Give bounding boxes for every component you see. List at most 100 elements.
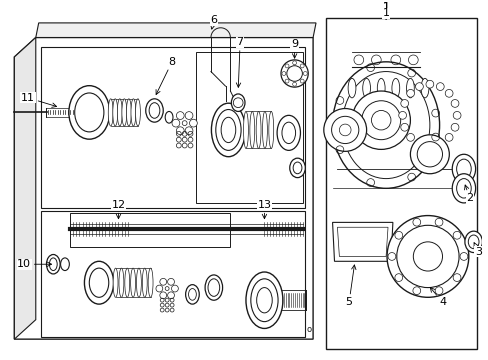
Ellipse shape xyxy=(464,231,482,253)
Circle shape xyxy=(176,127,184,135)
Ellipse shape xyxy=(49,258,57,271)
Ellipse shape xyxy=(406,78,413,98)
Circle shape xyxy=(398,112,406,119)
Ellipse shape xyxy=(89,268,108,297)
Circle shape xyxy=(233,98,243,108)
Polygon shape xyxy=(36,23,315,37)
Circle shape xyxy=(185,112,193,120)
Circle shape xyxy=(452,112,460,119)
Ellipse shape xyxy=(84,261,113,304)
Circle shape xyxy=(331,116,358,144)
Ellipse shape xyxy=(277,115,300,150)
Ellipse shape xyxy=(46,255,60,274)
Ellipse shape xyxy=(451,174,475,203)
Text: 13: 13 xyxy=(257,200,271,219)
Circle shape xyxy=(396,225,458,288)
Circle shape xyxy=(450,99,458,107)
Circle shape xyxy=(406,89,414,97)
Ellipse shape xyxy=(165,112,173,123)
Circle shape xyxy=(339,124,350,136)
Ellipse shape xyxy=(243,112,248,148)
Ellipse shape xyxy=(289,158,305,177)
Circle shape xyxy=(425,143,433,150)
Ellipse shape xyxy=(231,94,244,112)
Ellipse shape xyxy=(145,99,163,122)
Ellipse shape xyxy=(136,268,141,297)
Text: 1: 1 xyxy=(382,2,389,12)
Circle shape xyxy=(371,111,390,130)
Circle shape xyxy=(361,101,400,140)
Ellipse shape xyxy=(262,112,267,148)
Ellipse shape xyxy=(256,288,272,313)
Circle shape xyxy=(160,278,166,285)
Ellipse shape xyxy=(245,272,283,328)
Ellipse shape xyxy=(332,62,439,188)
Ellipse shape xyxy=(124,268,129,297)
Circle shape xyxy=(416,141,442,167)
Circle shape xyxy=(281,60,307,87)
Circle shape xyxy=(386,216,468,297)
Circle shape xyxy=(445,134,452,141)
Text: 10: 10 xyxy=(17,259,51,269)
Ellipse shape xyxy=(456,179,470,198)
Text: 7: 7 xyxy=(236,37,243,87)
Text: 3: 3 xyxy=(473,243,481,257)
Circle shape xyxy=(412,242,442,271)
Ellipse shape xyxy=(282,122,295,144)
Ellipse shape xyxy=(135,99,140,126)
Circle shape xyxy=(167,278,174,285)
Ellipse shape xyxy=(204,275,222,300)
Ellipse shape xyxy=(117,99,122,126)
Circle shape xyxy=(435,83,443,90)
Circle shape xyxy=(167,292,174,299)
Circle shape xyxy=(156,285,163,292)
Circle shape xyxy=(445,89,452,97)
Ellipse shape xyxy=(342,72,429,179)
Bar xyxy=(41,211,305,337)
Ellipse shape xyxy=(456,159,470,179)
Ellipse shape xyxy=(108,99,113,126)
Bar xyxy=(70,213,230,247)
Text: 12: 12 xyxy=(111,200,125,219)
Circle shape xyxy=(185,127,193,135)
Text: 9: 9 xyxy=(290,39,298,58)
Ellipse shape xyxy=(61,258,69,271)
Ellipse shape xyxy=(131,99,136,126)
Ellipse shape xyxy=(250,279,278,321)
Ellipse shape xyxy=(188,289,196,300)
Ellipse shape xyxy=(148,268,153,297)
Circle shape xyxy=(286,66,302,81)
Text: 6: 6 xyxy=(210,15,217,29)
Ellipse shape xyxy=(420,78,428,98)
Text: 8: 8 xyxy=(156,57,175,94)
Ellipse shape xyxy=(142,268,147,297)
Circle shape xyxy=(160,292,166,299)
Circle shape xyxy=(400,123,408,131)
Circle shape xyxy=(409,135,448,174)
Circle shape xyxy=(189,119,197,127)
Ellipse shape xyxy=(249,112,254,148)
Text: 5: 5 xyxy=(345,265,355,307)
Text: 11: 11 xyxy=(21,93,57,107)
Bar xyxy=(325,18,476,349)
Ellipse shape xyxy=(113,99,118,126)
Ellipse shape xyxy=(292,162,301,174)
Text: 2: 2 xyxy=(464,185,472,203)
Polygon shape xyxy=(337,227,387,256)
Circle shape xyxy=(450,123,458,131)
Ellipse shape xyxy=(126,99,131,126)
Polygon shape xyxy=(14,37,36,339)
Ellipse shape xyxy=(130,268,135,297)
Text: 4: 4 xyxy=(429,288,445,307)
Ellipse shape xyxy=(377,78,385,98)
Ellipse shape xyxy=(149,103,160,118)
Ellipse shape xyxy=(468,235,478,249)
Ellipse shape xyxy=(268,112,273,148)
Circle shape xyxy=(425,80,433,88)
Ellipse shape xyxy=(451,154,475,184)
Circle shape xyxy=(351,91,409,149)
Ellipse shape xyxy=(75,93,103,132)
Ellipse shape xyxy=(347,78,355,98)
Circle shape xyxy=(323,108,366,151)
Circle shape xyxy=(415,83,423,90)
